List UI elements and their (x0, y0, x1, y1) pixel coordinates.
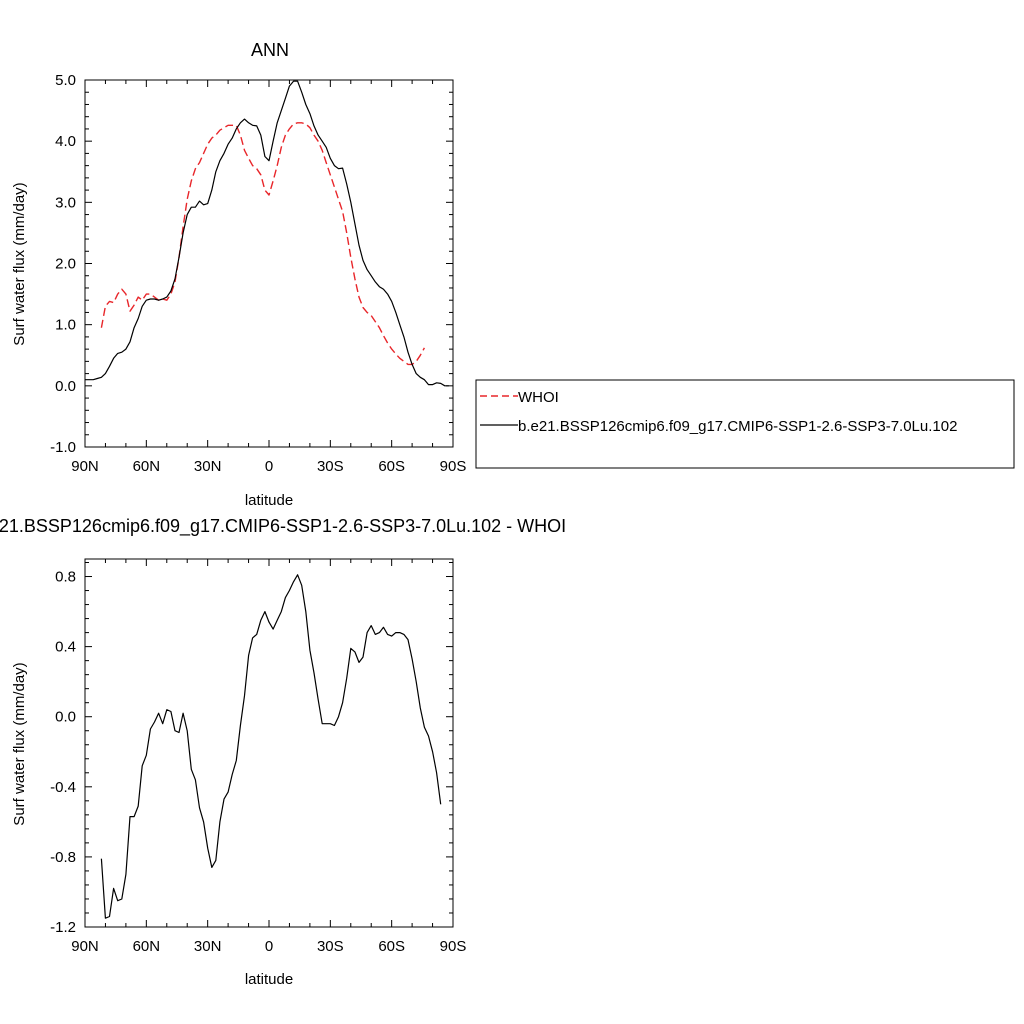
bottom-y-tick-label: 0.0 (55, 709, 76, 726)
top-y-axis-label: Surf water flux (mm/day) (11, 182, 28, 345)
top-x-tick-label: 0 (265, 458, 273, 475)
bottom-y-tick-label: -0.4 (50, 779, 76, 796)
bottom-x-tick-label: 30N (194, 938, 222, 955)
legend-box (475, 379, 1015, 469)
top-y-tick-label: -1.0 (50, 439, 76, 456)
top-x-axis-label: latitude (245, 492, 293, 509)
bottom-y-tick-label: -1.2 (50, 919, 76, 936)
bottom-y-tick-label: 0.8 (55, 569, 76, 586)
top-y-tick-label: 4.0 (55, 133, 76, 150)
bottom-ticks: 90N 60N 30N 0 30S 60S 90S -1.2 -0.8 -0.4 0.0 0.4 0.8 (50, 559, 466, 955)
bottom-y-tick-label: 0.4 (55, 639, 76, 656)
bottom-y-tick-label: -0.8 (50, 849, 76, 866)
bottom-panel: b.e21.BSSP126cmip6.f09_g17.CMIP6-SSP1-2.… (0, 516, 566, 988)
top-series-line-0 (100, 122, 426, 366)
top-y-tick-label: 5.0 (55, 72, 76, 89)
top-ticks: 90N 60N 30N 0 30S 60S 90S -1.0 0.0 1.0 2.0 3.0 4.0 5.… (50, 72, 466, 475)
top-series-line-1 (85, 80, 449, 387)
top-x-tick-label: 30N (194, 458, 222, 475)
top-x-tick-label: 90S (440, 458, 467, 475)
top-plot-frame (84, 79, 454, 448)
bottom-x-tick-label: 0 (265, 938, 273, 955)
top-y-tick-label: 2.0 (55, 256, 76, 273)
bottom-x-tick-label: 30S (317, 938, 344, 955)
bottom-y-axis-label: Surf water flux (mm/day) (11, 662, 28, 825)
bottom-x-axis-label: latitude (245, 971, 293, 988)
top-series-lines (85, 80, 449, 387)
top-x-tick-label: 60S (378, 458, 405, 475)
top-panel: ANN Surf water flux (mm/day) latitude 90… (11, 40, 466, 509)
legend: WHOI b.e21.BSSP126cmip6.f09_g17.CMIP6-SS… (475, 379, 1015, 469)
top-y-tick-label: 1.0 (55, 317, 76, 334)
bottom-x-tick-label: 60S (378, 938, 405, 955)
top-x-tick-label: 90N (71, 458, 99, 475)
bottom-x-tick-label: 90S (440, 938, 467, 955)
bottom-plot-frame (84, 558, 454, 928)
top-y-tick-label: 3.0 (55, 194, 76, 211)
bottom-series-line-0 (100, 574, 442, 919)
top-x-tick-label: 60N (133, 458, 161, 475)
bottom-x-tick-label: 60N (133, 938, 161, 955)
top-y-tick-label: 0.0 (55, 378, 76, 395)
legend-label-model: b.e21.BSSP126cmip6.f09_g17.CMIP6-SSP1-2.… (518, 418, 957, 435)
top-x-tick-label: 30S (317, 458, 344, 475)
top-chart-title: ANN (251, 40, 289, 60)
bottom-series-lines (100, 574, 442, 919)
legend-label-whoi: WHOI (518, 389, 559, 406)
bottom-x-tick-label: 90N (71, 938, 99, 955)
bottom-chart-title: b.e21.BSSP126cmip6.f09_g17.CMIP6-SSP1-2.… (0, 516, 566, 537)
